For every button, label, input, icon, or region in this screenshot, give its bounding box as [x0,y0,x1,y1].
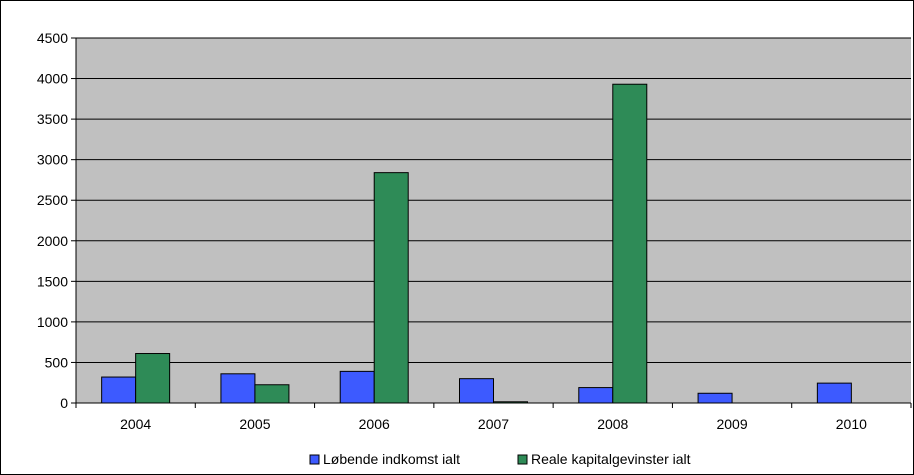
bar-loebende-indkomst-2008 [578,387,614,404]
bar-loebende-indkomst-2005 [220,373,256,404]
legend-swatch [517,454,528,465]
legend: Løbende indkomst ialt Reale kapitalgevins… [309,451,691,467]
x-tick-label: 2005 [239,416,270,432]
y-tick-label: 2500 [37,192,68,208]
y-tick-label: 1000 [37,314,68,330]
bar-loebende-indkomst-2004 [101,376,137,404]
bar-loebende-indkomst-2010 [816,382,852,404]
x-tick-label: 2009 [716,416,747,432]
bars [101,83,852,404]
bar-loebende-indkomst-2007 [459,378,494,404]
y-tick-label: 0 [60,395,68,411]
y-tick-label: 3500 [37,111,68,127]
x-tick-label: 2010 [836,416,867,432]
y-tick-label: 4500 [37,30,68,46]
x-axis-ticks: 2004 2005 2006 2007 2008 2009 2010 [75,403,912,432]
axes [75,38,911,404]
y-tick-label: 4000 [37,71,68,87]
y-tick-label: 3000 [37,152,68,168]
x-tick-label: 2007 [478,416,509,432]
bar-loebende-indkomst-2006 [339,370,375,404]
x-tick-label: 2008 [597,416,628,432]
bar-reale-kapitalgevinster-2008 [612,83,648,404]
legend-swatch [309,454,320,465]
y-axis-ticks: 0 500 1000 1500 2000 2500 3000 3500 4000 4500 [37,30,76,411]
bar-reale-kapitalgevinster-2005 [254,384,290,404]
y-tick-label: 500 [45,354,69,370]
legend-label: Løbende indkomst ialt [323,451,460,467]
plot-area [76,38,911,403]
x-tick-label: 2004 [120,416,151,432]
bar-reale-kapitalgevinster-2006 [373,172,409,404]
bar-reale-kapitalgevinster-2004 [135,353,171,404]
bar-loebende-indkomst-2009 [697,392,733,404]
legend-label: Reale kapitalgevinster ialt [531,451,691,467]
y-tick-label: 1500 [37,273,68,289]
gridlines [76,37,911,363]
y-tick-label: 2000 [37,233,68,249]
x-tick-label: 2006 [359,416,390,432]
